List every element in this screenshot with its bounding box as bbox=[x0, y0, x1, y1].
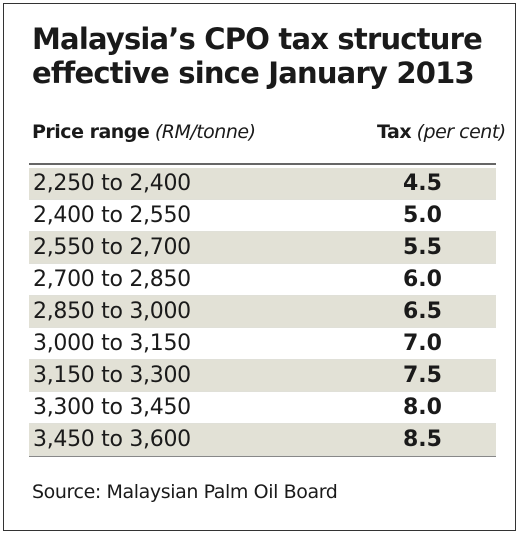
table-row: 3,000 to 3,150 7.0 bbox=[29, 328, 496, 360]
price-range-cell: 3,300 to 3,450 bbox=[33, 395, 191, 420]
tax-rate-cell: 7.5 bbox=[403, 363, 442, 388]
tax-rate-cell: 6.5 bbox=[403, 299, 442, 324]
table-row: 2,850 to 3,000 6.5 bbox=[29, 296, 496, 328]
source-note: Source: Malaysian Palm Oil Board bbox=[32, 481, 338, 503]
tax-table-body: 2,250 to 2,400 4.5 2,400 to 2,550 5.0 2,550 … bbox=[29, 168, 496, 456]
table-row: 3,450 to 3,600 8.5 bbox=[29, 424, 496, 456]
table-row: 2,250 to 2,400 4.5 bbox=[29, 168, 496, 200]
tax-rate-cell: 8.0 bbox=[403, 395, 442, 420]
price-range-header-label: Price range bbox=[32, 121, 150, 143]
tax-rate-cell: 4.5 bbox=[403, 171, 442, 196]
price-range-cell: 2,250 to 2,400 bbox=[33, 171, 191, 196]
price-range-cell: 3,450 to 3,600 bbox=[33, 427, 191, 452]
chart-title-line-2: effective since January 2013 bbox=[32, 56, 475, 90]
tax-rate-cell: 5.0 bbox=[403, 203, 442, 228]
tax-rate-cell: 8.5 bbox=[403, 427, 442, 452]
tax-rate-cell: 5.5 bbox=[403, 235, 442, 260]
table-header: Price range (RM/tonne) Tax (per cent) bbox=[32, 117, 506, 147]
table-row: 3,150 to 3,300 7.5 bbox=[29, 360, 496, 392]
tax-header-label: Tax bbox=[377, 121, 412, 143]
tax-header-unit: (per cent) bbox=[416, 121, 507, 143]
price-range-cell: 2,400 to 2,550 bbox=[33, 203, 191, 228]
infographic-frame bbox=[3, 3, 516, 531]
table-top-rule bbox=[29, 163, 496, 165]
price-range-cell: 2,550 to 2,700 bbox=[33, 235, 191, 260]
price-range-cell: 3,150 to 3,300 bbox=[33, 363, 191, 388]
price-range-cell: 2,850 to 3,000 bbox=[33, 299, 191, 324]
table-row: 3,300 to 3,450 8.0 bbox=[29, 392, 496, 424]
chart-title-line-1: Malaysia’s CPO tax structure bbox=[32, 22, 483, 56]
price-range-header: Price range (RM/tonne) bbox=[32, 117, 256, 147]
tax-rate-cell: 6.0 bbox=[403, 267, 442, 292]
table-row: 2,550 to 2,700 5.5 bbox=[29, 232, 496, 264]
chart-title: Malaysia’s CPO tax structure effective s… bbox=[32, 22, 502, 90]
tax-rate-cell: 7.0 bbox=[403, 331, 442, 356]
table-bottom-rule bbox=[29, 456, 496, 457]
price-range-header-unit: (RM/tonne) bbox=[154, 121, 256, 143]
tax-header: Tax (per cent) bbox=[377, 117, 506, 147]
price-range-cell: 2,700 to 2,850 bbox=[33, 267, 191, 292]
price-range-cell: 3,000 to 3,150 bbox=[33, 331, 191, 356]
table-row: 2,700 to 2,850 6.0 bbox=[29, 264, 496, 296]
table-row: 2,400 to 2,550 5.0 bbox=[29, 200, 496, 232]
